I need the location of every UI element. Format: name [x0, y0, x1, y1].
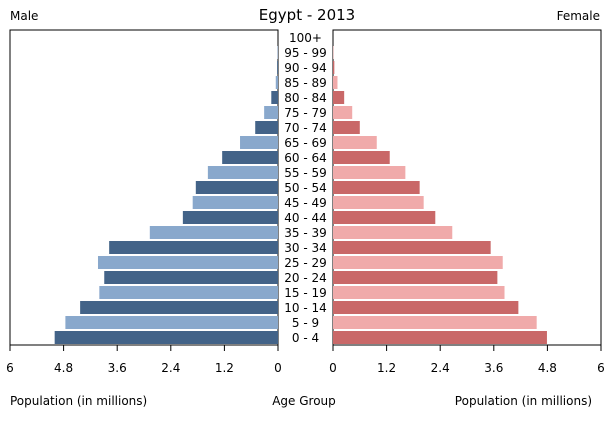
- age-group-label: 35 - 39: [284, 226, 327, 240]
- male-bar: [222, 151, 278, 164]
- age-group-label: 85 - 89: [284, 76, 327, 90]
- age-group-label: 75 - 79: [284, 106, 327, 120]
- male-bar: [207, 166, 278, 179]
- female-bar: [333, 226, 453, 239]
- age-group-label: 15 - 19: [284, 286, 327, 300]
- female-bar: [333, 286, 505, 299]
- male-bar: [275, 76, 278, 89]
- female-label: Female: [557, 9, 600, 23]
- female-bar: [333, 331, 547, 344]
- x-axis-ticks: 6 4.8 3.6 2.4 1.2 0 0 1.2 2.4 3.6 4.8 6: [6, 345, 605, 375]
- age-group-label: 50 - 54: [284, 181, 327, 195]
- x-axis-label-male: Population (in millions): [10, 394, 147, 408]
- female-bar: [333, 301, 519, 314]
- x-axis-tick-label: 1.2: [215, 361, 234, 375]
- age-group-label: 25 - 29: [284, 256, 327, 270]
- x-axis-tick-label: 2.4: [431, 361, 450, 375]
- male-bar: [264, 106, 278, 119]
- x-axis-tick-label: 6: [6, 361, 14, 375]
- female-bar: [333, 106, 353, 119]
- age-group-label: 90 - 94: [284, 61, 327, 75]
- age-group-label: 20 - 24: [284, 271, 327, 285]
- female-bar: [333, 61, 335, 74]
- male-bar: [277, 61, 278, 74]
- x-axis-tick-label: 2.4: [161, 361, 180, 375]
- male-bar: [240, 136, 278, 149]
- female-bar: [333, 121, 360, 134]
- age-group-label: 5 - 9: [292, 316, 319, 330]
- x-axis-tick-label: 6: [597, 361, 605, 375]
- x-axis-tick-label: 1.2: [377, 361, 396, 375]
- x-axis-label-female: Population (in millions): [455, 394, 592, 408]
- male-bar: [65, 316, 278, 329]
- x-axis-tick-label: 3.6: [108, 361, 127, 375]
- female-bar: [333, 256, 503, 269]
- female-bar: [333, 166, 406, 179]
- male-bars: [54, 46, 279, 344]
- female-bar: [333, 181, 420, 194]
- male-bar: [149, 226, 278, 239]
- x-axis-tick-label: 4.8: [538, 361, 557, 375]
- age-group-label: 10 - 14: [284, 301, 327, 315]
- female-bar: [333, 211, 436, 224]
- male-bar: [182, 211, 278, 224]
- age-group-label: 45 - 49: [284, 196, 327, 210]
- chart-title: Egypt - 2013: [259, 6, 355, 24]
- male-bar: [99, 286, 278, 299]
- x-axis-tick-label: 4.8: [54, 361, 73, 375]
- female-bar: [333, 91, 345, 104]
- female-bar: [333, 271, 498, 284]
- male-bar: [54, 331, 278, 344]
- x-axis-tick-label: 0: [274, 361, 282, 375]
- female-bars: [333, 46, 547, 344]
- female-bar: [333, 76, 338, 89]
- x-axis-label-age-group: Age Group: [272, 394, 336, 408]
- x-axis-tick-label: 3.6: [484, 361, 503, 375]
- age-group-label: 60 - 64: [284, 151, 327, 165]
- age-group-label: 30 - 34: [284, 241, 327, 255]
- male-bar: [255, 121, 278, 134]
- age-group-label: 100+: [289, 31, 322, 45]
- female-bar: [333, 136, 377, 149]
- male-bar: [104, 271, 278, 284]
- x-axis-tick-label: 0: [329, 361, 337, 375]
- female-bar: [333, 196, 424, 209]
- male-bar: [80, 301, 278, 314]
- age-group-label: 40 - 44: [284, 211, 327, 225]
- age-group-label: 0 - 4: [292, 331, 319, 345]
- male-bar: [192, 196, 278, 209]
- age-group-label: 95 - 99: [284, 46, 327, 60]
- male-bar: [97, 256, 279, 269]
- male-label: Male: [10, 9, 38, 23]
- age-group-label: 65 - 69: [284, 136, 327, 150]
- age-group-label: 70 - 74: [284, 121, 327, 135]
- male-bar: [195, 181, 278, 194]
- age-group-label: 55 - 59: [284, 166, 327, 180]
- female-bar: [333, 241, 491, 254]
- female-bar: [333, 151, 390, 164]
- female-bar: [333, 316, 537, 329]
- male-bar: [271, 91, 278, 104]
- age-group-label: 80 - 84: [284, 91, 327, 105]
- male-bar: [109, 241, 278, 254]
